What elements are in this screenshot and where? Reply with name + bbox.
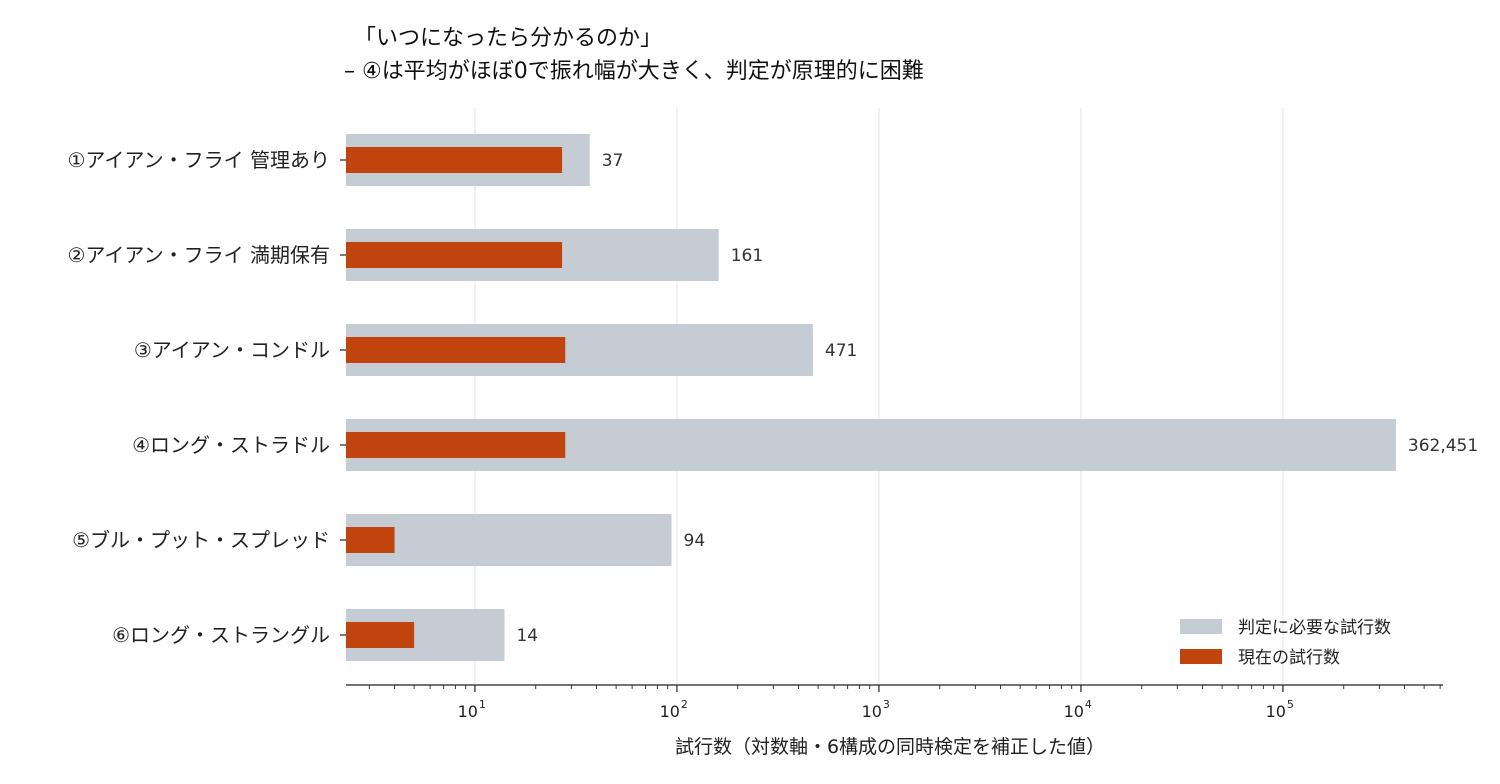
value-label-5: 94 bbox=[684, 531, 706, 551]
value-label-4: 362,451 bbox=[1408, 436, 1478, 456]
bar-layer: 37 161 471 362,451 94 14 bbox=[346, 134, 1478, 661]
category-label-4: ④ロング・ストラドル bbox=[132, 433, 330, 457]
grid-layer bbox=[474, 108, 1284, 685]
legend: 判定に必要な試行数 現在の試行数 bbox=[1180, 618, 1391, 668]
legend-label-required: 判定に必要な試行数 bbox=[1238, 618, 1391, 638]
bar-required-5 bbox=[346, 514, 672, 566]
x-tick-exponent-1: 2 bbox=[681, 698, 688, 711]
category-label-1: ①アイアン・フライ 管理あり bbox=[68, 148, 331, 172]
value-label-1: 37 bbox=[602, 151, 624, 171]
bar-current-6 bbox=[346, 622, 415, 648]
bar-current-4 bbox=[346, 432, 566, 458]
x-tick-exponent-3: 4 bbox=[1085, 698, 1092, 711]
legend-swatch-required bbox=[1180, 619, 1222, 634]
bar-current-1 bbox=[346, 147, 563, 173]
bar-current-2 bbox=[346, 242, 563, 268]
axis-layer: ①アイアン・フライ 管理あり ②アイアン・フライ 満期保有 ③アイアン・コンドル ④ロ… bbox=[68, 148, 1443, 721]
category-label-5: ⑤ブル・プット・スプレッド bbox=[72, 528, 330, 552]
x-tick-label-2: 10 bbox=[862, 702, 882, 721]
value-label-3: 471 bbox=[825, 341, 857, 361]
x-tick-exponent-2: 3 bbox=[883, 698, 890, 711]
x-tick-exponent-4: 5 bbox=[1287, 698, 1294, 711]
legend-label-current: 現在の試行数 bbox=[1238, 648, 1340, 668]
category-label-6: ⑥ロング・ストラングル bbox=[112, 623, 330, 647]
x-tick-label-3: 10 bbox=[1064, 702, 1084, 721]
x-tick-label-4: 10 bbox=[1266, 702, 1286, 721]
bar-current-3 bbox=[346, 337, 566, 363]
value-label-2: 161 bbox=[731, 246, 763, 266]
category-label-2: ②アイアン・フライ 満期保有 bbox=[68, 243, 331, 267]
chart-subtitle: – ④は平均がほぼ0で振れ幅が大きく、判定が原理的に困難 bbox=[344, 59, 924, 84]
x-axis-label: 試行数（対数軸・6構成の同時検定を補正した値） bbox=[675, 736, 1105, 758]
chart-title: 「いつになったら分かるのか」 bbox=[354, 26, 662, 51]
category-label-3: ③アイアン・コンドル bbox=[134, 338, 330, 362]
x-tick-label-1: 10 bbox=[660, 702, 680, 721]
x-tick-label-0: 10 bbox=[458, 702, 478, 721]
bar-current-5 bbox=[346, 527, 395, 553]
value-label-6: 14 bbox=[516, 626, 538, 646]
legend-swatch-current bbox=[1180, 649, 1222, 664]
x-tick-exponent-0: 1 bbox=[479, 698, 486, 711]
